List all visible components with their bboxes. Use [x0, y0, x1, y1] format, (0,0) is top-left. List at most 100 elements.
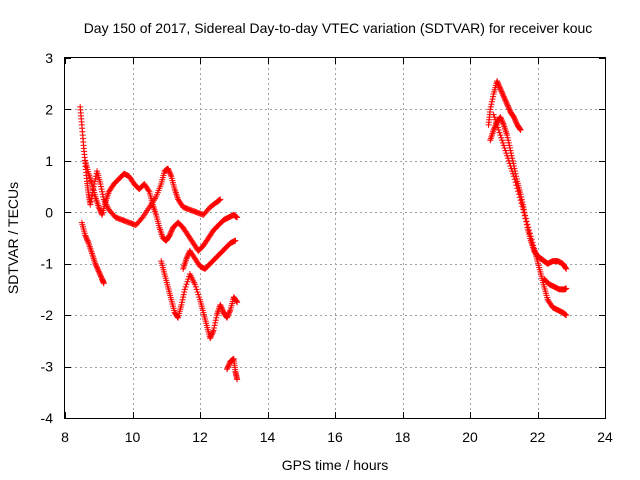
data-point [489, 96, 496, 103]
data-point [510, 173, 517, 180]
data-point [194, 289, 201, 295]
data-point [208, 331, 215, 338]
data-point [487, 103, 494, 110]
data-point [503, 150, 510, 157]
data-point [524, 221, 531, 228]
data-point [504, 134, 511, 141]
x-tick-label: 10 [125, 429, 141, 445]
y-tick-label: -4 [41, 410, 54, 426]
data-point [180, 291, 187, 298]
data-point [493, 119, 500, 126]
data-point [500, 92, 507, 99]
data-point [520, 206, 527, 213]
data-point [500, 120, 507, 127]
data-point [501, 96, 508, 103]
data-point [519, 203, 526, 210]
data-point [491, 114, 498, 121]
data-point [501, 94, 508, 101]
data-point [500, 142, 507, 149]
data-point [506, 106, 513, 113]
data-point [212, 317, 219, 324]
y-tick-label: 1 [45, 153, 53, 169]
data-point [95, 268, 102, 275]
data-point [501, 145, 508, 151]
data-point [490, 111, 497, 118]
data-point [510, 114, 517, 121]
y-tick-label: -1 [41, 256, 54, 272]
data-point [179, 296, 186, 303]
data-point [92, 260, 99, 267]
data-point [563, 312, 570, 319]
data-point [517, 126, 524, 133]
data-point [183, 281, 190, 288]
data-point [526, 230, 533, 237]
data-point [497, 115, 504, 122]
data-point [518, 200, 525, 207]
data-point [82, 232, 89, 239]
data-point [522, 215, 529, 222]
data-point [174, 313, 181, 320]
data-point [491, 125, 498, 132]
y-tick-label: -3 [41, 359, 54, 375]
data-point [95, 267, 102, 274]
data-point [496, 83, 503, 90]
data-point [98, 186, 105, 193]
x-tick-labels: 8 10 12 14 16 18 20 22 24 [61, 429, 613, 445]
x-tick-label: 16 [327, 429, 343, 445]
data-point [180, 294, 187, 301]
data-point [182, 283, 189, 290]
plot-frame [64, 57, 606, 419]
data-point [499, 118, 506, 124]
data-point [168, 228, 175, 235]
data-point [488, 101, 495, 108]
data-point [497, 85, 504, 92]
data-point [164, 165, 171, 172]
x-tick-label: 12 [192, 429, 208, 445]
series-arc-g [485, 78, 524, 133]
data-point [508, 165, 515, 172]
x-tick-label: 22 [530, 429, 546, 445]
data-point [94, 265, 101, 272]
data-point [512, 118, 519, 124]
data-point [511, 115, 518, 122]
data-point [497, 132, 504, 139]
data-point [212, 319, 219, 326]
data-point [512, 116, 518, 123]
data-point [87, 201, 94, 208]
data-point [516, 194, 523, 201]
data-point [506, 142, 513, 149]
data-point [521, 209, 527, 216]
grid [65, 58, 605, 418]
data-point [507, 163, 514, 169]
data-point [563, 285, 570, 292]
data-point [98, 183, 104, 190]
data-point [219, 307, 226, 313]
data-point [209, 328, 216, 335]
data-point [217, 196, 224, 203]
axis-ticks [65, 58, 606, 419]
data-point [505, 105, 512, 112]
data-point [499, 91, 506, 97]
data-point [495, 80, 502, 87]
y-tick-label: -2 [41, 307, 54, 323]
data-point [211, 322, 218, 329]
data-point [99, 191, 106, 198]
data-point [517, 127, 524, 133]
data-point [213, 314, 220, 321]
data-point [95, 204, 102, 211]
data-point [84, 237, 91, 244]
data-point [99, 188, 106, 195]
data-point [527, 233, 534, 240]
data-point [490, 127, 497, 133]
data-point [167, 170, 174, 177]
data-point [505, 103, 512, 110]
data-point [496, 129, 503, 136]
series-arc-i [490, 111, 570, 319]
data-point [234, 376, 241, 383]
data-point [218, 305, 225, 312]
data-point [502, 97, 509, 104]
data-point [217, 303, 224, 310]
x-tick-label: 18 [395, 429, 411, 445]
data-point [497, 114, 504, 121]
